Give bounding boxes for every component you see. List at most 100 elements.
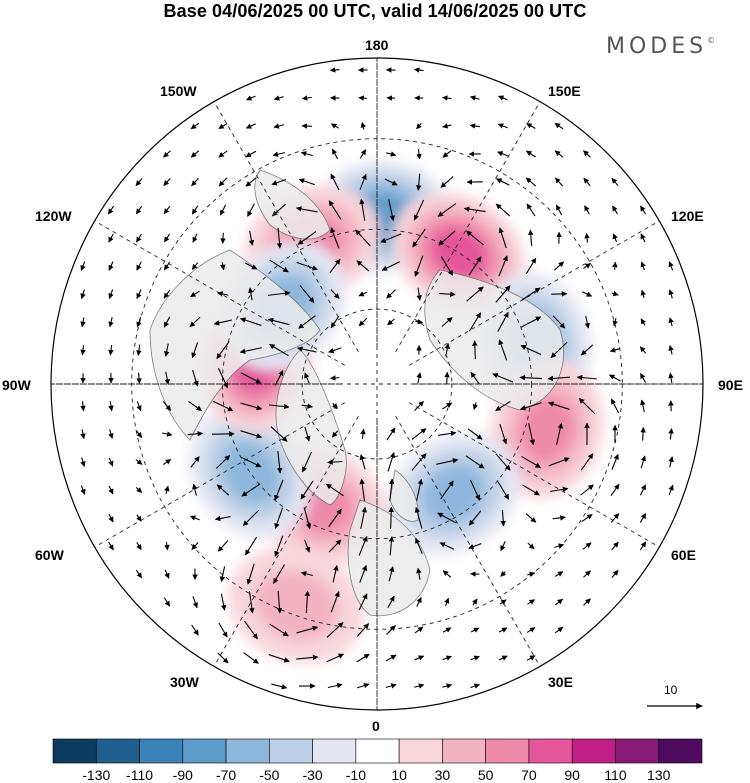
wind-arrow xyxy=(328,200,342,220)
wind-arrow xyxy=(246,563,255,585)
wind-arrow xyxy=(415,537,423,554)
wind-arrow xyxy=(526,627,536,633)
wind-arrow xyxy=(385,683,397,689)
anomaly-high-east-atlantic xyxy=(254,570,339,641)
lon-label-90e: 90E xyxy=(718,377,743,393)
wind-arrow xyxy=(327,459,343,465)
wind-arrow xyxy=(496,178,510,186)
wind-arrow xyxy=(269,259,289,273)
wind-arrow xyxy=(330,375,340,381)
wind-arrow xyxy=(552,315,566,329)
wind-arrow xyxy=(136,233,142,243)
wind-arrow xyxy=(495,203,511,217)
wind-arrow xyxy=(296,654,319,661)
wind-arrow xyxy=(583,177,591,187)
meridian-line xyxy=(395,415,541,667)
wind-arrow xyxy=(639,512,647,523)
wind-arrow xyxy=(554,543,565,549)
wind-arrow xyxy=(271,203,286,217)
wind-arrow xyxy=(299,285,315,303)
wind-arrow xyxy=(611,177,619,187)
alaska xyxy=(254,169,331,240)
wind-arrow xyxy=(548,401,570,410)
wind-arrow xyxy=(414,683,425,689)
wind-arrow xyxy=(470,655,480,661)
wind-arrow xyxy=(136,401,142,412)
wind-arrow xyxy=(108,513,114,523)
wind-arrow xyxy=(386,151,397,157)
wind-arrow xyxy=(414,655,425,661)
wind-arrow xyxy=(639,541,647,551)
wind-arrow xyxy=(135,487,143,493)
wind-arrow xyxy=(356,260,370,272)
wind-arrow xyxy=(556,422,564,445)
wind-arrow xyxy=(668,289,674,299)
wind-arrow xyxy=(498,227,507,249)
wind-arrow xyxy=(520,316,542,328)
wind-arrow xyxy=(442,683,453,689)
wind-arrow xyxy=(437,203,457,217)
vector-reference-label: 10 xyxy=(664,683,678,697)
wind-arrow xyxy=(358,317,368,327)
wind-arrow xyxy=(358,95,368,101)
wind-arrow xyxy=(438,291,456,297)
wind-arrow xyxy=(219,204,227,216)
wind-arrow xyxy=(496,480,510,500)
wind-arrow xyxy=(304,539,311,553)
wind-arrow xyxy=(191,177,199,187)
wind-arrow xyxy=(413,67,424,73)
wind-arrow xyxy=(330,227,340,249)
wind-arrow xyxy=(244,536,258,556)
wind-arrow xyxy=(525,150,536,158)
wind-arrow xyxy=(386,289,396,299)
wind-arrow xyxy=(240,430,263,439)
wind-arrow xyxy=(413,199,425,221)
wind-arrow xyxy=(296,261,318,271)
wind-arrow xyxy=(161,431,173,437)
wind-arrow xyxy=(442,402,453,410)
wind-arrow xyxy=(466,286,484,302)
wind-arrow xyxy=(108,429,114,439)
wind-arrow xyxy=(583,150,591,158)
wind-arrow xyxy=(553,261,565,271)
wind-arrow xyxy=(218,122,228,130)
wind-arrow xyxy=(381,261,400,271)
wind-arrow xyxy=(359,173,367,190)
wind-arrow xyxy=(191,205,199,215)
wind-arrow xyxy=(304,590,311,614)
wind-arrow xyxy=(583,598,591,606)
wind-arrow xyxy=(80,401,86,412)
lon-label-30w: 30W xyxy=(170,674,199,690)
wind-arrow xyxy=(213,319,232,326)
wind-arrow xyxy=(330,315,340,329)
wind-arrow xyxy=(469,95,480,101)
anomaly-low-europe-east xyxy=(422,464,486,523)
wind-arrow xyxy=(468,510,482,526)
wind-arrow xyxy=(554,177,564,187)
anomaly-high-central-asia xyxy=(519,396,575,463)
wind-arrow xyxy=(243,652,259,664)
wind-arrow xyxy=(192,369,199,387)
wind-arrow xyxy=(444,597,450,606)
wind-arrow xyxy=(442,655,452,661)
wind-arrow xyxy=(301,451,313,473)
wind-arrow xyxy=(217,291,229,297)
wind-arrow xyxy=(217,540,229,552)
wind-arrow xyxy=(440,256,454,276)
wind-arrow xyxy=(416,372,422,384)
wind-arrow xyxy=(80,485,86,495)
wind-arrow xyxy=(525,257,537,275)
wind-arrow xyxy=(668,317,674,327)
lon-label-180: 180 xyxy=(365,37,389,53)
meridian-line xyxy=(213,415,359,667)
wind-arrow xyxy=(554,122,564,130)
wind-arrow xyxy=(498,339,508,361)
wind-arrow xyxy=(463,206,486,213)
wind-arrow xyxy=(220,262,226,271)
wind-arrow xyxy=(108,457,114,467)
wind-arrow xyxy=(191,542,199,550)
wind-arrow xyxy=(268,654,290,663)
wind-arrow xyxy=(640,233,646,243)
wind-arrow xyxy=(331,148,339,160)
